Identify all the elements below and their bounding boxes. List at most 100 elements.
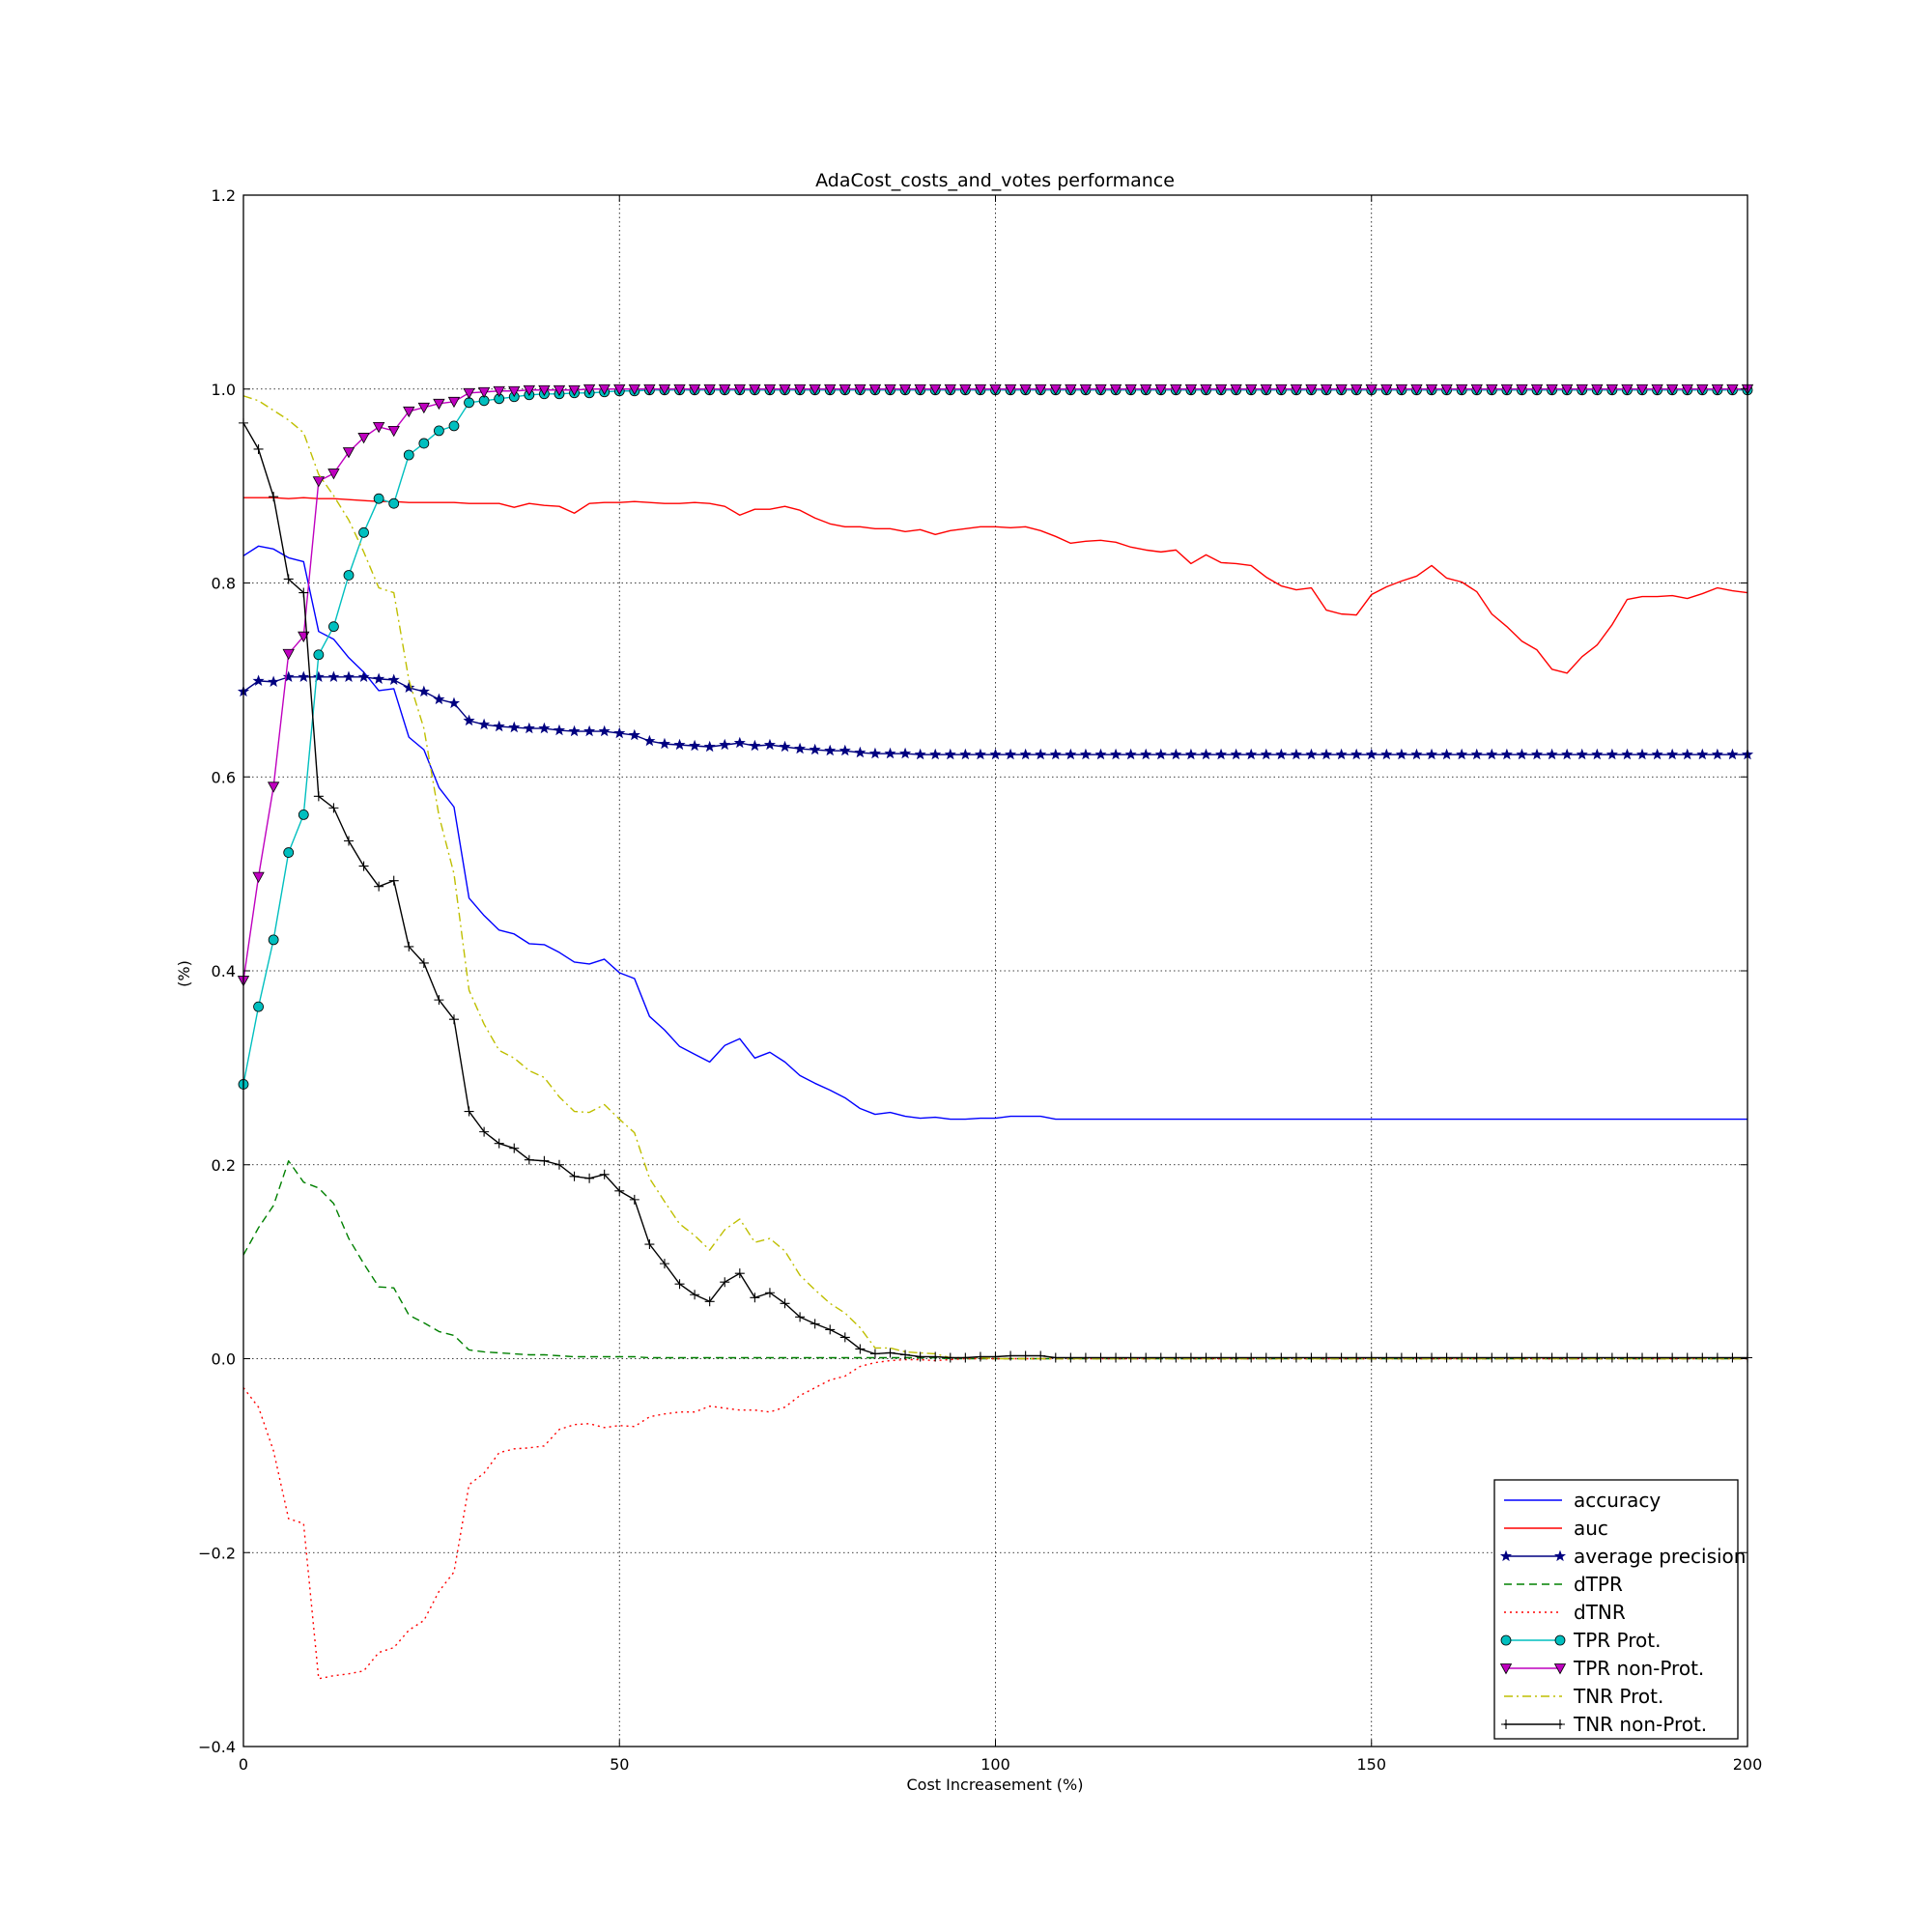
data-point-tpr-non-prot bbox=[1425, 384, 1438, 396]
data-point-average-precision bbox=[643, 734, 656, 747]
legend-label-dtnr: dTNR bbox=[1574, 1601, 1626, 1624]
data-point-average-precision bbox=[1184, 748, 1197, 760]
data-point-average-precision bbox=[1094, 748, 1107, 760]
data-point-tnr-non-prot bbox=[659, 1259, 669, 1269]
data-point-tnr-non-prot bbox=[494, 1138, 504, 1149]
data-point-tnr-non-prot bbox=[839, 1332, 850, 1343]
data-point-tnr-non-prot bbox=[1606, 1352, 1617, 1363]
data-point-tpr-non-prot bbox=[1530, 384, 1544, 396]
y-tick-label: 1.0 bbox=[212, 381, 236, 399]
data-point-tpr-non-prot bbox=[838, 384, 851, 396]
data-point-tpr-prot bbox=[253, 1001, 264, 1012]
data-point-tpr-non-prot bbox=[1576, 384, 1588, 396]
data-point-average-precision bbox=[1561, 748, 1574, 760]
series-line-accuracy bbox=[242, 545, 1747, 1121]
data-point-tnr-non-prot bbox=[1291, 1352, 1301, 1363]
data-point-tnr-non-prot bbox=[780, 1298, 790, 1309]
data-point-average-precision bbox=[1470, 748, 1483, 760]
data-point-average-precision bbox=[1395, 748, 1407, 760]
data-point-average-precision bbox=[598, 724, 611, 737]
data-point-tnr-non-prot bbox=[1351, 1352, 1362, 1363]
data-point-tpr-non-prot bbox=[312, 476, 326, 488]
data-point-tpr-non-prot bbox=[1500, 384, 1514, 396]
data-point-tnr-non-prot bbox=[885, 1348, 895, 1358]
data-point-average-precision bbox=[1110, 748, 1122, 760]
data-point-average-precision bbox=[387, 673, 400, 686]
data-point-tpr-non-prot bbox=[477, 386, 491, 399]
data-point-average-precision bbox=[583, 724, 596, 737]
legend-marker-tpr-prot bbox=[1500, 1634, 1512, 1646]
data-point-tnr-non-prot bbox=[720, 1277, 730, 1288]
data-point-tpr-non-prot bbox=[523, 384, 536, 397]
data-point-tnr-non-prot bbox=[1246, 1352, 1257, 1363]
x-axis-label: Cost Increasement (%) bbox=[907, 1776, 1084, 1794]
data-point-average-precision bbox=[749, 739, 761, 752]
data-point-average-precision bbox=[899, 747, 912, 759]
data-point-tnr-non-prot bbox=[915, 1351, 925, 1362]
data-point-tpr-prot bbox=[448, 420, 460, 432]
data-point-average-precision bbox=[1154, 748, 1167, 760]
x-tick-label: 150 bbox=[1356, 1755, 1386, 1774]
data-point-tnr-non-prot bbox=[283, 574, 294, 584]
data-point-average-precision bbox=[1215, 748, 1228, 760]
legend-label-tnr-non-prot: TNR non-Prot. bbox=[1573, 1713, 1707, 1736]
data-point-tpr-non-prot bbox=[1170, 384, 1182, 396]
data-point-tnr-non-prot bbox=[704, 1296, 715, 1307]
data-point-tpr-non-prot bbox=[989, 384, 1002, 396]
data-point-average-precision bbox=[508, 721, 521, 733]
data-point-tpr-non-prot bbox=[1486, 384, 1498, 396]
data-point-tnr-non-prot bbox=[1471, 1352, 1482, 1363]
x-tick-label: 0 bbox=[239, 1755, 248, 1774]
data-point-tpr-non-prot bbox=[1681, 384, 1693, 396]
data-point-tpr-non-prot bbox=[1079, 384, 1093, 396]
data-point-tnr-non-prot bbox=[1487, 1352, 1497, 1363]
data-point-tpr-non-prot bbox=[447, 396, 461, 409]
data-point-tnr-non-prot bbox=[1712, 1352, 1722, 1363]
data-point-tnr-non-prot bbox=[464, 1106, 474, 1117]
legend-marker-tpr-prot bbox=[1554, 1634, 1566, 1646]
data-point-average-precision bbox=[989, 748, 1002, 760]
legend-label-accuracy: accuracy bbox=[1574, 1489, 1661, 1512]
data-point-tpr-non-prot bbox=[733, 384, 746, 396]
data-point-tpr-non-prot bbox=[508, 385, 521, 398]
data-point-tpr-non-prot bbox=[868, 384, 882, 396]
data-point-average-precision bbox=[357, 670, 370, 683]
data-point-tpr-non-prot bbox=[613, 384, 626, 396]
axis-ticks: 0 50 100 150 200 −0.4 −0.2 0.0 0.2 0.4 0.6 0.8 1.0 1.… bbox=[198, 186, 1762, 1774]
data-point-tpr-prot bbox=[403, 449, 414, 461]
data-point-average-precision bbox=[538, 722, 551, 734]
data-point-tnr-non-prot bbox=[404, 941, 414, 952]
data-point-average-precision bbox=[478, 718, 491, 730]
data-point-tnr-non-prot bbox=[584, 1173, 595, 1183]
data-point-average-precision bbox=[403, 681, 415, 694]
data-point-tnr-non-prot bbox=[313, 791, 324, 802]
x-tick-label: 50 bbox=[610, 1755, 629, 1774]
data-point-average-precision bbox=[944, 748, 956, 760]
data-point-tnr-non-prot bbox=[1155, 1352, 1166, 1363]
data-point-tpr-non-prot bbox=[1245, 384, 1258, 396]
data-point-average-precision bbox=[1200, 748, 1212, 760]
data-point-average-precision bbox=[342, 670, 355, 683]
data-point-tpr-non-prot bbox=[1365, 384, 1378, 396]
data-point-tpr-non-prot bbox=[824, 384, 837, 396]
data-point-tpr-non-prot bbox=[1335, 384, 1348, 396]
data-point-tpr-non-prot bbox=[1184, 384, 1198, 396]
y-tick-label: 0.2 bbox=[212, 1156, 236, 1175]
data-point-tpr-non-prot bbox=[1200, 384, 1212, 396]
data-point-tpr-prot bbox=[313, 649, 325, 661]
data-point-tnr-non-prot bbox=[1171, 1352, 1181, 1363]
data-point-tpr-non-prot bbox=[538, 384, 551, 397]
y-tick-label: 0.8 bbox=[212, 575, 236, 593]
series-line-auc bbox=[243, 497, 1748, 674]
series-accuracy bbox=[242, 545, 1747, 1121]
data-point-tpr-non-prot bbox=[1440, 384, 1453, 396]
data-point-tnr-non-prot bbox=[1020, 1350, 1031, 1361]
data-point-tnr-non-prot bbox=[674, 1279, 685, 1290]
data-point-tnr-non-prot bbox=[1652, 1352, 1662, 1363]
legend-marker-tnr-non-prot bbox=[1501, 1719, 1511, 1729]
data-point-average-precision bbox=[1635, 748, 1649, 760]
data-point-tpr-non-prot bbox=[1410, 384, 1423, 396]
data-point-tnr-non-prot bbox=[374, 881, 384, 892]
data-point-tnr-non-prot bbox=[1306, 1352, 1317, 1363]
data-point-tnr-non-prot bbox=[644, 1239, 655, 1250]
